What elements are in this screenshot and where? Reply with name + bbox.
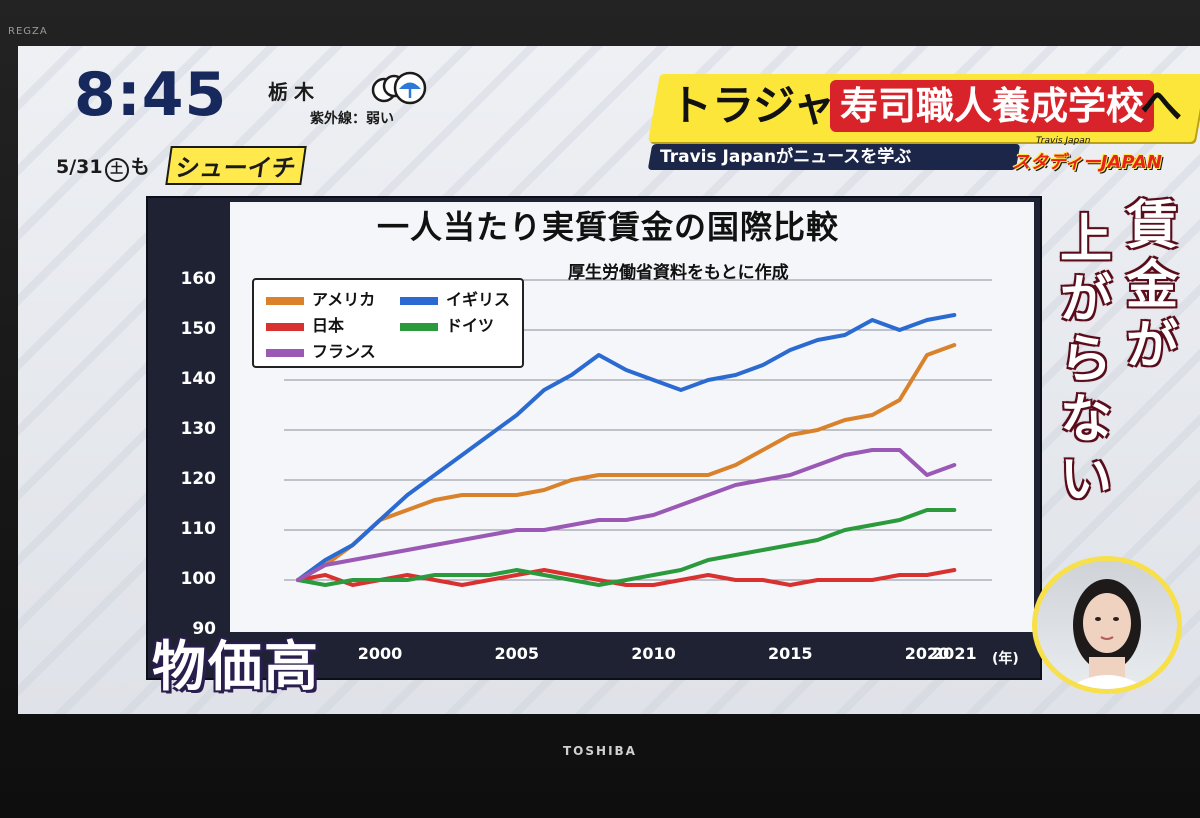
legend-item-germany: ドイツ <box>400 312 494 336</box>
tv-screen: 8:45 栃木 紫外線：弱い 5/31 土も シューイチ トラジャ 寿司職人養成学… <box>18 46 1200 714</box>
weather-icon-group <box>371 71 427 105</box>
y-tick-label: 150 <box>180 319 217 339</box>
weather-region: 栃木 <box>268 80 320 104</box>
chart-subtitle: 厚生労働省資料をもとに作成 <box>568 263 789 283</box>
y-tick-label: 90 <box>192 619 216 639</box>
side-caption-char: 賃 <box>1126 196 1179 256</box>
x-tick-label: 2021 <box>932 644 977 663</box>
headline-part2: 寿司職人養成学校 <box>830 80 1155 132</box>
legend-swatch-japan <box>266 322 304 331</box>
side-caption-char: な <box>1060 390 1113 450</box>
series-line-japan <box>296 568 957 587</box>
y-tick-label: 110 <box>180 519 217 539</box>
y-tick-label: 130 <box>180 419 217 439</box>
date-text: 5/31 <box>56 156 103 178</box>
tv-brand-label: REGZA <box>8 26 48 37</box>
bottom-caption: 物価高 <box>152 635 320 698</box>
headline-part1: トラジャ <box>670 81 836 130</box>
side-caption-char: い <box>1060 450 1113 510</box>
legend-item-america: アメリカ <box>266 286 375 310</box>
x-tick-label: 2015 <box>767 644 813 663</box>
weekday-badge: 土 <box>104 158 129 182</box>
series-line-uk <box>296 313 957 582</box>
chart-title: 一人当たり実質賃金の国際比較 <box>376 208 839 246</box>
side-caption-column1: 賃 金 が <box>1126 196 1178 376</box>
subhead-text: Travis Japanがニュースを学ぶ <box>660 147 912 167</box>
x-tick-label: 2020 <box>904 644 950 663</box>
legend-swatch-uk <box>400 296 438 305</box>
headline-part3: へ <box>1140 81 1183 130</box>
y-tick-label: 120 <box>180 469 217 489</box>
headline-subhead: Travis Japanがニュースを学ぶ <box>647 144 1021 170</box>
x-tick-label: 2000 <box>357 644 403 663</box>
date-suffix: も <box>130 156 150 178</box>
line-chart <box>284 279 992 587</box>
legend-swatch-america <box>266 296 304 305</box>
legend-label-japan: 日本 <box>312 316 345 335</box>
wage-chart-panel: 一人当たり実質賃金の国際比較 厚生労働省資料をもとに作成 90 100 110 120… <box>146 196 1042 680</box>
side-caption-char: が <box>1126 316 1179 376</box>
x-tick-label: 2005 <box>494 644 540 663</box>
side-caption-column2: 上 が ら な い <box>1060 210 1112 510</box>
side-caption-char: ら <box>1060 330 1113 390</box>
legend-swatch-france <box>266 348 304 357</box>
tv-maker-logo: TOSHIBA <box>563 744 637 758</box>
y-tick-label: 100 <box>180 569 217 589</box>
segment-logo-main: スタディーJAPAN <box>1012 152 1162 173</box>
broadcast-clock: 8:45 <box>74 60 228 130</box>
side-caption-char: 金 <box>1126 256 1179 316</box>
umbrella-icon <box>393 71 427 105</box>
legend-label-germany: ドイツ <box>446 316 495 335</box>
presenter-silhouette-icon <box>1067 579 1147 689</box>
broadcast-date: 5/31 土も <box>56 152 150 182</box>
plot-background <box>230 202 1034 632</box>
legend-label-america: アメリカ <box>312 290 376 309</box>
uv-index: 紫外線：弱い <box>310 111 394 127</box>
legend-item-france: フランス <box>266 338 376 362</box>
x-axis-unit: (年) <box>992 651 1019 667</box>
series-line-france <box>296 448 957 582</box>
series-line-america <box>296 343 957 582</box>
side-caption-char: 上 <box>1060 210 1113 270</box>
x-tick-label: 2010 <box>631 644 676 663</box>
legend-label-uk: イギリス <box>446 290 511 309</box>
segment-logo: Travis Japan スタディーJAPAN <box>1012 136 1182 180</box>
y-tick-label: 140 <box>180 369 217 389</box>
presenter-wipe <box>1032 556 1182 694</box>
series-line-germany <box>296 508 957 587</box>
side-caption-char: が <box>1060 270 1113 330</box>
chart-legend: アメリカ イギリス 日本 ドイツ フランス <box>252 278 524 368</box>
legend-item-japan: 日本 <box>266 312 344 336</box>
y-tick-label: 160 <box>180 269 217 289</box>
legend-item-uk: イギリス <box>400 286 510 310</box>
segment-logo-small: Travis Japan <box>1036 136 1091 146</box>
legend-swatch-germany <box>400 322 438 331</box>
program-logo: シューイチ <box>165 146 307 185</box>
legend-label-france: フランス <box>312 342 376 361</box>
presenter-avatar <box>1037 561 1177 689</box>
